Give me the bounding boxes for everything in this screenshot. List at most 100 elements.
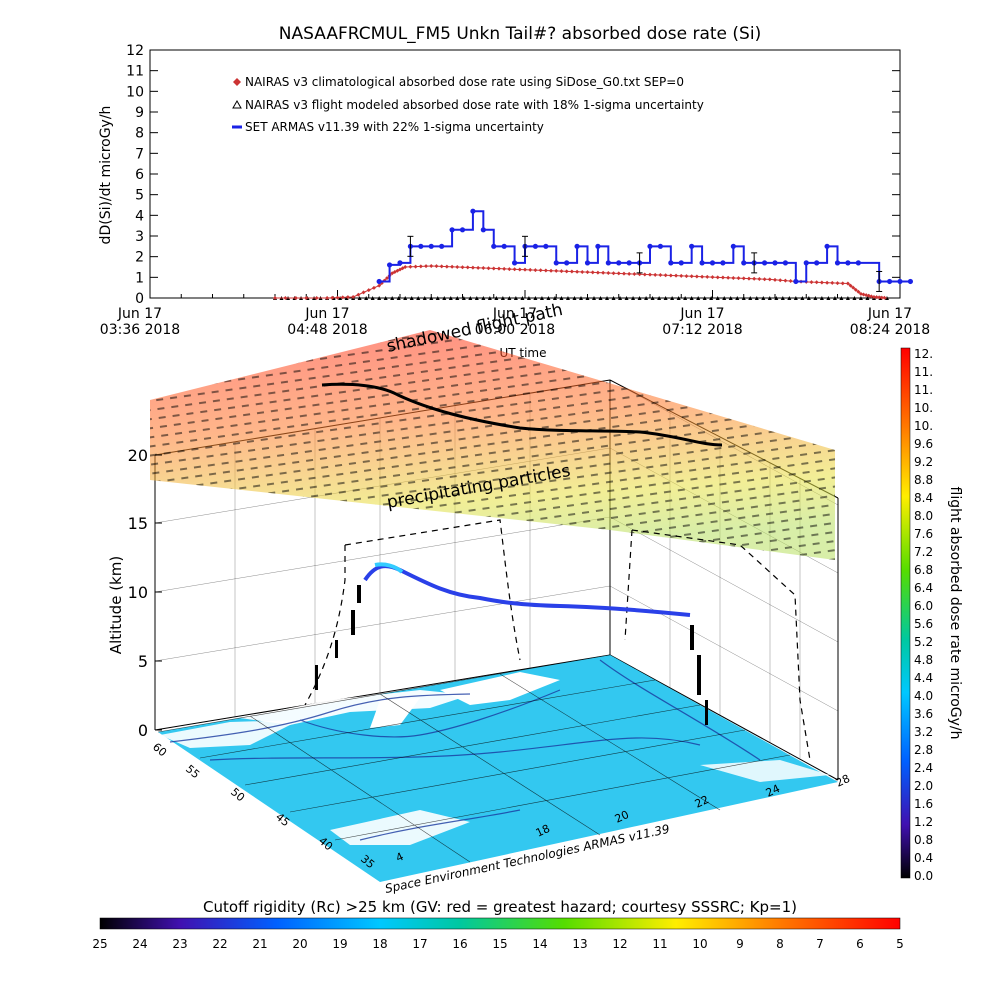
cutoff-rigidity-tick: 22 (212, 937, 227, 951)
modeled-point (650, 296, 655, 300)
modeled-point (793, 296, 798, 300)
map-floor (157, 654, 838, 882)
legend-marker-climatological (233, 78, 241, 86)
climatological-point (304, 296, 309, 300)
modeled-point (585, 296, 590, 300)
climatological-point (517, 267, 522, 272)
cutoff-rigidity-tick: 10 (692, 937, 707, 951)
climatological-point (778, 278, 783, 283)
climatological-point (726, 275, 731, 280)
top-x-tick-label-time: 08:24 2018 (850, 322, 930, 338)
top-y-tick-label: 8 (135, 126, 144, 142)
dose-rate-colorbar-tick: 1.2 (914, 815, 933, 829)
modeled-point (429, 296, 434, 300)
climatological-point (653, 272, 658, 277)
climatological-point (840, 281, 845, 286)
armas-point (574, 243, 580, 249)
climatological-point (502, 266, 507, 271)
climatological-point (418, 264, 423, 269)
modeled-point (403, 296, 408, 300)
climatological-point (830, 280, 835, 285)
altitude-tick-label: 20 (128, 446, 148, 465)
armas-point (678, 260, 684, 266)
climatological-point (642, 272, 647, 277)
dose-rate-colorbar-tick: 0.0 (914, 869, 933, 883)
top-y-tick-label: 1 (135, 270, 144, 286)
longitude-tick-label: 22 (693, 793, 711, 811)
armas-point (459, 227, 466, 233)
armas-point (814, 260, 820, 266)
armas-point (741, 260, 747, 266)
dose-rate-colorbar-tick: 6.0 (914, 599, 933, 613)
cutoff-rigidity-ticks: 25 24 23 22 21 20 19 18 17 16 15 14 13 12 11 10 9 8 7 6 5 (92, 937, 903, 951)
climatological-point (293, 296, 298, 300)
latitude-tick-label: 60 (150, 740, 169, 759)
cutoff-rigidity-tick: 25 (92, 937, 107, 951)
armas-point (720, 260, 726, 266)
cutoff-rigidity-tick: 16 (452, 937, 467, 951)
modeled-point (448, 296, 453, 300)
modeled-point (605, 296, 610, 300)
flight-path-dose-highlight (374, 562, 404, 574)
climatological-point (476, 265, 481, 270)
climatological-point (684, 274, 689, 279)
modeled-point (663, 296, 668, 300)
climatological-point (595, 270, 600, 275)
climatological-point (559, 269, 564, 274)
figure-title: NASAAFRCMUL_FM5 Unkn Tail#? absorbed dos… (279, 24, 761, 44)
modeled-point (676, 296, 681, 300)
dose-rate-colorbar-tick: 10. (914, 401, 933, 415)
climatological-point (627, 271, 632, 276)
climatological-point (783, 278, 788, 283)
climatological-point (361, 290, 366, 295)
climatological-point (648, 272, 652, 277)
modeled-point (826, 296, 831, 300)
modeled-point (526, 296, 531, 300)
modeled-point (741, 296, 746, 300)
climatological-point (434, 264, 439, 269)
climatological-point (335, 295, 340, 300)
modeled-point (800, 296, 805, 300)
cutoff-rigidity-tick: 20 (292, 937, 307, 951)
armas-point (480, 227, 486, 233)
modeled-point (702, 296, 707, 300)
climatological-point (788, 279, 793, 284)
cutoff-rigidity-tick: 21 (252, 937, 267, 951)
climatological-point (523, 267, 527, 272)
climatological-point (314, 296, 319, 300)
modeled-point (552, 296, 557, 300)
top-y-tick-label: 3 (135, 229, 144, 245)
top-x-tick-label-time: 07:12 2018 (662, 322, 742, 338)
top-x-tick-label-day: Jun 17 (304, 306, 349, 322)
dose-rate-colorbar-tick: 6.4 (914, 581, 933, 595)
climatological-point (569, 269, 574, 274)
modeled-point (728, 296, 733, 300)
climatological-point (371, 285, 376, 290)
armas-point (532, 243, 539, 249)
cutoff-rigidity-tick: 6 (856, 937, 864, 951)
armas-point (376, 278, 382, 285)
climatological-point (554, 268, 559, 273)
modeled-point (754, 296, 759, 300)
modeled-point (565, 296, 570, 300)
armas-point (772, 260, 778, 266)
longitude-tick-label: 28 (834, 772, 852, 790)
cutoff-rigidity-tick: 15 (492, 937, 507, 951)
climatological-point (538, 268, 543, 273)
climatological-point (512, 267, 517, 272)
armas-point (501, 243, 507, 249)
dose-rate-colorbar-tick: 3.6 (914, 707, 933, 721)
top-y-tick-label: 4 (135, 208, 144, 224)
altitude-axis-label: Altitude (km) (107, 556, 125, 654)
climatological-point (720, 275, 725, 280)
climatological-point (879, 295, 884, 300)
climatological-point (585, 270, 590, 275)
modeled-point (494, 296, 499, 300)
armas-point (907, 278, 914, 285)
modeled-point (858, 296, 863, 300)
altitude-tick-label: 5 (138, 652, 148, 671)
climatological-point (746, 276, 751, 281)
dose-rate-colorbar-label: flight absorbed dose rate microGy/h (947, 487, 963, 740)
armas-point (418, 243, 424, 249)
